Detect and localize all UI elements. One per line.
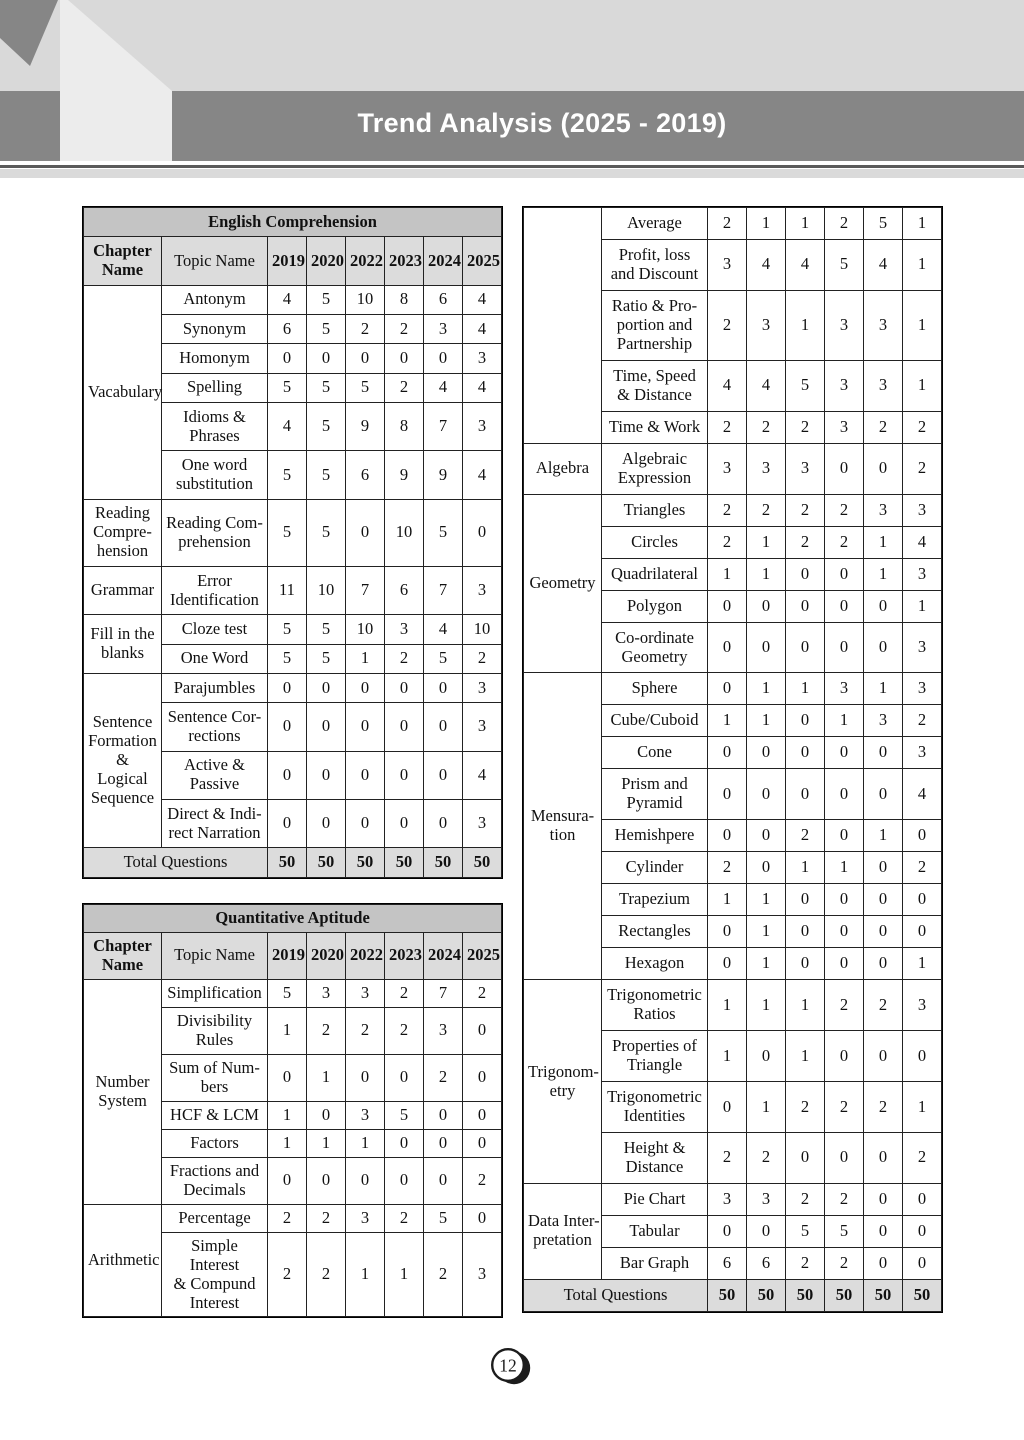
svg-text:12: 12 — [499, 1356, 517, 1376]
